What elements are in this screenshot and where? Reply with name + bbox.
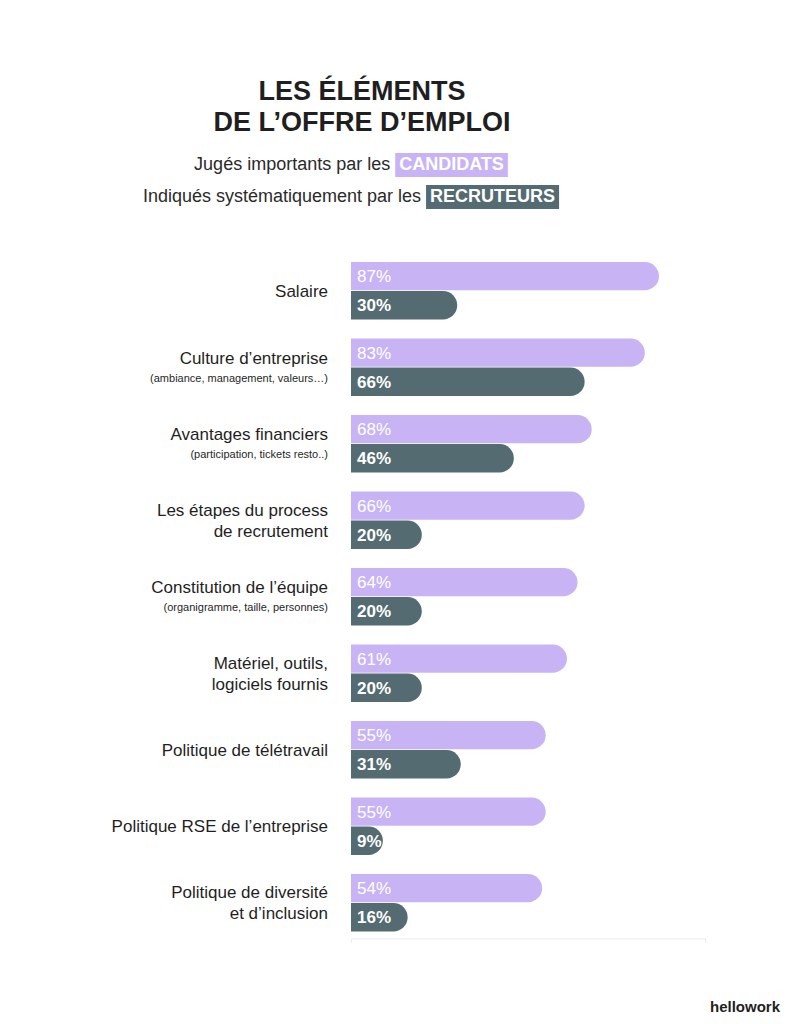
category-detail: (organigramme, taille, personnes)	[164, 601, 328, 613]
data-label: 61%	[357, 650, 391, 669]
bar	[351, 262, 659, 290]
category-label: Politique de diversitéet d’inclusion	[171, 883, 328, 923]
data-label: 87%	[357, 267, 391, 286]
bar	[351, 798, 546, 826]
bar	[351, 492, 585, 520]
data-labels: 87% 83% 68% 66% 64% 61% 55% 55% 54% 30% 66% 46% 20% 2…	[357, 267, 391, 927]
title: DE L’OFFRE D’EMPLOI	[213, 107, 510, 137]
bar	[351, 645, 567, 673]
tick	[705, 939, 706, 943]
category-label: Les étapes du processde recrutement	[157, 501, 328, 541]
legend-line: Indiqués systématiquement par les RECRUTE…	[143, 185, 559, 209]
bar	[351, 874, 542, 902]
x-axis	[352, 939, 706, 943]
data-label: 55%	[357, 803, 391, 822]
bar	[351, 339, 645, 367]
data-label: 30%	[357, 296, 391, 315]
category-label: Matériel, outils,logiciels fournis	[212, 654, 328, 694]
chart: LES ÉLÉMENTSDE L’OFFRE D’EMPLOI Jugés imp…	[0, 0, 790, 1024]
bar	[351, 415, 592, 443]
bar	[351, 368, 585, 396]
data-label: 66%	[357, 497, 391, 516]
bar	[351, 597, 422, 625]
bar	[351, 291, 457, 319]
category-label: Avantages financiers	[170, 425, 328, 444]
bar	[351, 444, 514, 472]
tick-mark	[705, 939, 706, 943]
category-label: Politique RSE de l’entreprise	[112, 817, 328, 836]
legend-swatch	[426, 185, 559, 209]
data-label: 83%	[357, 344, 391, 363]
data-label: 31%	[357, 755, 391, 774]
bar	[351, 721, 546, 749]
bar	[351, 827, 383, 855]
legend-line: Jugés importants par les CANDIDATS	[194, 153, 508, 177]
data-label: 20%	[357, 526, 391, 545]
data-label: 55%	[357, 726, 391, 745]
category-label: Politique de télétravail	[162, 741, 328, 760]
category-label: Constitution de l’équipe	[151, 578, 328, 597]
subtitle: Jugés importants par les	[194, 154, 390, 174]
subtitle: Indiqués systématiquement par les	[143, 186, 421, 206]
legend-swatch	[395, 153, 508, 177]
category-detail: (participation, tickets resto..)	[190, 448, 328, 460]
bar	[351, 750, 461, 778]
legend-label: CANDIDATS	[399, 154, 504, 174]
data-label: 20%	[357, 679, 391, 698]
axis-line	[352, 939, 706, 943]
tick	[351, 939, 352, 943]
tick-mark	[351, 939, 352, 943]
category-label: Salaire	[275, 282, 328, 301]
data-label: 66%	[357, 373, 391, 392]
data-label: 46%	[357, 449, 391, 468]
data-label: 64%	[357, 573, 391, 592]
data-label: 54%	[357, 879, 391, 898]
data-label: 16%	[357, 908, 391, 927]
bar	[351, 674, 422, 702]
category-detail: (ambiance, management, valeurs…)	[150, 372, 328, 384]
bar	[351, 568, 578, 596]
data-label: 20%	[357, 602, 391, 621]
bars	[351, 262, 659, 931]
bar	[351, 521, 422, 549]
logo: hellowork	[710, 998, 781, 1015]
data-label: 9%	[357, 832, 382, 851]
category-label: Culture d’entreprise	[180, 349, 328, 368]
title: LES ÉLÉMENTS	[258, 75, 465, 106]
data-label: 68%	[357, 420, 391, 439]
legend-label: RECRUTEURS	[430, 186, 555, 206]
bar	[351, 903, 408, 931]
